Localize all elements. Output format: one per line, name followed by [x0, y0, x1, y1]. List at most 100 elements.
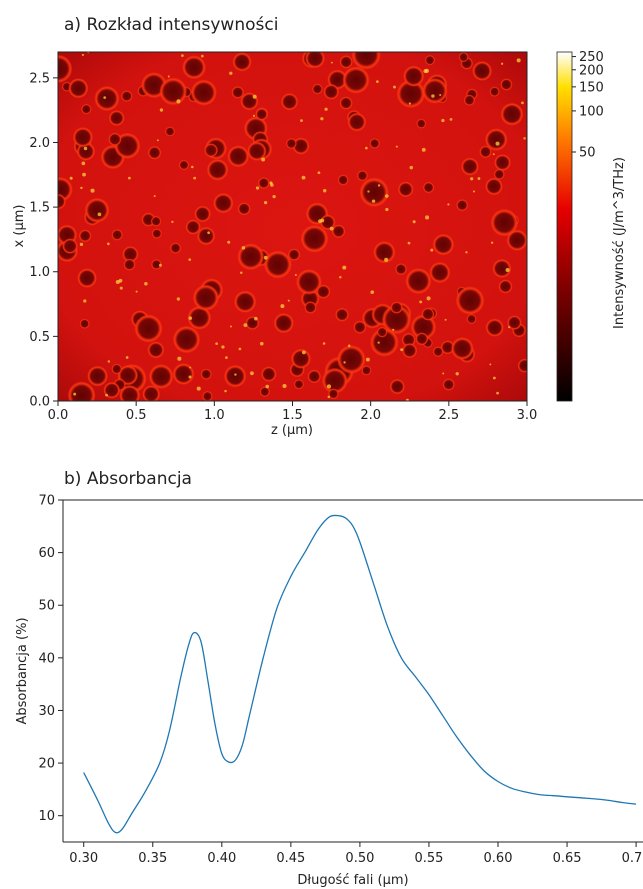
- intensity-hotspot: [521, 101, 524, 105]
- intensity-hotspot: [516, 58, 521, 63]
- intensity-hotspot: [227, 240, 231, 244]
- intensity-hotspot: [490, 241, 494, 244]
- intensity-hole: [94, 85, 120, 112]
- heatmap-y-label: x (μm): [12, 205, 27, 248]
- intensity-hole: [466, 313, 477, 325]
- intensity-hotspot: [449, 118, 453, 121]
- intensity-hole: [421, 77, 448, 104]
- intensity-hole: [472, 60, 493, 81]
- intensity-hotspot: [347, 344, 351, 348]
- heatmap-x-ticks: 0.0 0.5 1.0 1.5 2.0 2.5 3.0: [48, 401, 537, 423]
- intensity-hole: [142, 385, 161, 401]
- line-x-tick-label: 0.50: [345, 851, 374, 866]
- line-y-tick-label: 50: [38, 599, 55, 614]
- intensity-hole: [147, 341, 165, 359]
- intensity-hole: [304, 301, 317, 314]
- intensity-hotspot: [81, 161, 86, 166]
- intensity-hole: [247, 141, 267, 161]
- intensity-hotspot: [472, 190, 475, 193]
- intensity-hole: [506, 229, 527, 251]
- heatmap-y-tick-label: 2.5: [29, 71, 50, 86]
- heatmap-x-tick-label: 0.0: [48, 408, 69, 423]
- intensity-hotspot: [171, 220, 174, 223]
- intensity-hole: [401, 332, 416, 347]
- intensity-hole: [255, 107, 268, 121]
- intensity-hole: [463, 94, 476, 106]
- intensity-hole: [500, 102, 524, 126]
- intensity-hole: [432, 346, 444, 358]
- intensity-hotspot: [423, 69, 428, 73]
- line-chart-title: b) Absorbancja: [64, 469, 192, 489]
- intensity-hotspot: [367, 190, 370, 193]
- intensity-hotspot: [69, 176, 73, 180]
- intensity-hotspot: [176, 297, 181, 301]
- intensity-hole: [390, 301, 403, 314]
- intensity-hotspot: [441, 118, 445, 123]
- intensity-hotspot: [261, 157, 266, 162]
- intensity-hotspot: [342, 265, 347, 270]
- heatmap-y-tick-label: 1.5: [29, 201, 50, 216]
- intensity-hole: [312, 83, 323, 95]
- heatmap-x-label: z (μm): [271, 423, 313, 438]
- intensity-hole: [489, 86, 500, 97]
- intensity-hole: [335, 307, 349, 322]
- intensity-hole: [231, 86, 245, 99]
- heatmap-y-tick-label: 2.0: [29, 136, 50, 151]
- intensity-hotspot: [287, 299, 290, 302]
- intensity-hole: [494, 154, 512, 172]
- heatmap-y-tick-label: 0.5: [29, 330, 50, 345]
- intensity-hole: [202, 391, 213, 401]
- intensity-hotspot: [442, 372, 445, 375]
- intensity-hotspot: [465, 251, 468, 254]
- intensity-hotspot: [393, 85, 396, 89]
- line-x-tick-label: 0.70: [622, 851, 643, 866]
- intensity-hole: [200, 368, 212, 380]
- intensity-hotspot: [118, 278, 123, 283]
- intensity-hotspot: [370, 290, 375, 294]
- intensity-hole: [108, 132, 122, 146]
- intensity-hole: [172, 363, 195, 385]
- intensity-hole: [369, 138, 380, 149]
- intensity-hotspot: [188, 375, 192, 379]
- intensity-hotspot: [83, 146, 88, 151]
- intensity-hole: [232, 52, 252, 72]
- intensity-hotspot: [90, 188, 95, 193]
- intensity-hole: [381, 304, 412, 335]
- intensity-hotspot: [263, 200, 268, 205]
- intensity-hole: [259, 386, 271, 397]
- line-y-tick-label: 20: [38, 757, 55, 772]
- intensity-hotspot: [181, 54, 184, 57]
- intensity-hole: [194, 205, 211, 223]
- intensity-hotspot: [119, 286, 123, 290]
- heatmap-y-tick-label: 1.0: [29, 265, 50, 280]
- intensity-hole: [421, 307, 435, 321]
- intensity-hotspot: [376, 80, 379, 83]
- intensity-hole: [204, 143, 219, 158]
- intensity-hotspot: [447, 203, 450, 206]
- intensity-hole: [237, 243, 265, 271]
- intensity-hole: [458, 52, 469, 63]
- intensity-hotspot: [371, 199, 376, 203]
- intensity-hole: [213, 192, 234, 214]
- intensity-hotspot: [317, 171, 321, 175]
- intensity-hotspot: [495, 141, 500, 146]
- intensity-hole: [292, 137, 310, 155]
- intensity-hole: [410, 314, 437, 340]
- intensity-hotspot: [409, 165, 414, 170]
- intensity-hotspot: [225, 356, 228, 359]
- intensity-hole: [148, 364, 174, 389]
- intensity-hotspot: [492, 153, 495, 156]
- intensity-hole: [339, 55, 353, 69]
- intensity-hotspot: [144, 282, 148, 286]
- intensity-hotspot: [365, 357, 370, 362]
- line-y-tick-label: 40: [38, 651, 55, 666]
- intensity-hole: [507, 315, 522, 330]
- intensity-hotspot: [191, 165, 194, 169]
- intensity-hotspot: [229, 325, 232, 328]
- line-y-tick-label: 10: [38, 809, 55, 824]
- intensity-hotspot: [252, 94, 257, 99]
- intensity-hole: [79, 318, 90, 329]
- intensity-hotspot: [252, 114, 256, 117]
- intensity-hole: [187, 305, 212, 330]
